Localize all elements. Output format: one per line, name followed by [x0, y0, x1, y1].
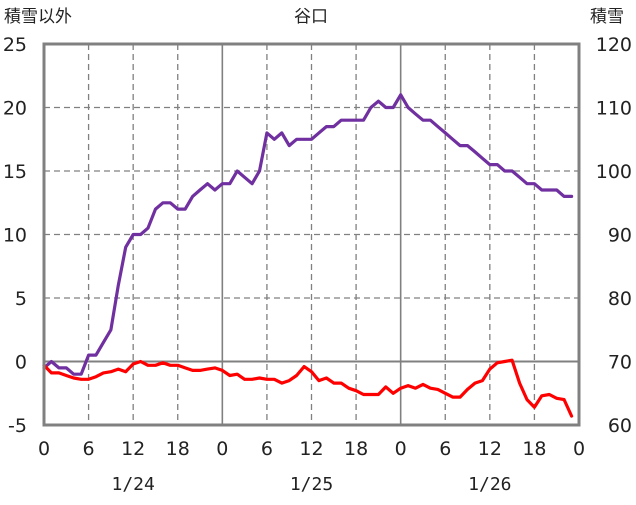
x-tick-label: 18: [166, 438, 190, 460]
right-tick-label: 110: [596, 98, 632, 120]
x-tick-label: 0: [395, 438, 407, 460]
date-label: 1/25: [290, 474, 333, 495]
date-label: 1/26: [468, 474, 511, 495]
other-series-line: [42, 358, 574, 418]
right-tick-label: 80: [608, 288, 632, 310]
right-tick-label: 70: [608, 352, 632, 374]
right-axis-label: 積雪: [590, 7, 624, 27]
left-tick-label: -5: [8, 415, 27, 437]
left-tick-label: 25: [3, 34, 27, 56]
x-tick-label: 6: [261, 438, 273, 460]
grid-layer: [44, 44, 579, 425]
left-tick-label: 15: [3, 161, 27, 183]
left-tick-label: 0: [15, 352, 27, 374]
x-tick-label: 12: [299, 438, 323, 460]
x-tick-label: 12: [121, 438, 145, 460]
series-layer: [42, 93, 574, 418]
right-tick-label: 100: [596, 161, 632, 183]
x-tick-label: 6: [439, 438, 451, 460]
x-tick-label: 6: [83, 438, 95, 460]
left-tick-label: 10: [3, 225, 27, 247]
x-tick-label: 12: [478, 438, 502, 460]
chart-title: 谷口: [294, 7, 328, 27]
right-tick-label: 90: [608, 225, 632, 247]
date-label: 1/24: [111, 474, 154, 495]
left-tick-label: 20: [3, 98, 27, 120]
x-tick-label: 0: [216, 438, 228, 460]
x-tick-label: 0: [573, 438, 585, 460]
right-tick-label: 60: [608, 415, 632, 437]
right-tick-label: 120: [596, 34, 632, 56]
x-tick-label: 0: [38, 438, 50, 460]
left-axis-label: 積雪以外: [4, 7, 72, 27]
left-tick-label: 5: [15, 288, 27, 310]
x-tick-label: 18: [344, 438, 368, 460]
x-tick-label: 18: [522, 438, 546, 460]
snow-depth-line: [42, 93, 574, 376]
plot-frame: [42, 42, 581, 427]
